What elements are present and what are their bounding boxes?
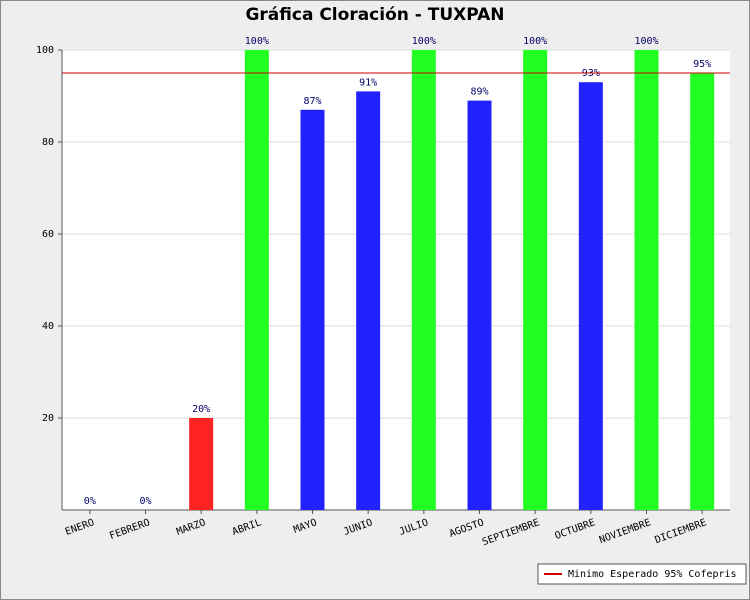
value-label: 87% xyxy=(303,96,321,107)
bar xyxy=(578,82,603,510)
legend-label: Minimo Esperado 95% Cofepris xyxy=(568,569,737,580)
bar xyxy=(634,50,659,510)
value-label: 0% xyxy=(139,496,151,507)
bar xyxy=(467,100,492,510)
y-tick-label: 100 xyxy=(36,45,54,56)
bar xyxy=(411,50,436,510)
plot-area xyxy=(62,50,730,510)
value-label: 100% xyxy=(523,36,547,47)
value-label: 93% xyxy=(582,68,600,79)
bar xyxy=(356,91,381,511)
value-label: 20% xyxy=(192,404,210,415)
bar xyxy=(690,73,715,510)
bar xyxy=(244,50,269,510)
value-label: 95% xyxy=(693,59,711,70)
value-label: 100% xyxy=(245,36,269,47)
value-label: 0% xyxy=(84,496,96,507)
value-label: 100% xyxy=(412,36,436,47)
value-label: 89% xyxy=(470,87,488,98)
bar xyxy=(523,50,548,510)
chart-title: Gráfica Cloración - TUXPAN xyxy=(245,5,504,25)
y-tick-label: 80 xyxy=(42,137,54,148)
value-label: 100% xyxy=(634,36,658,47)
y-tick-label: 40 xyxy=(42,321,54,332)
legend-box xyxy=(537,563,747,585)
bar xyxy=(189,418,214,510)
y-tick-label: 20 xyxy=(42,413,54,424)
value-label: 91% xyxy=(359,77,377,88)
bar xyxy=(300,109,325,511)
y-tick-label: 60 xyxy=(42,229,54,240)
